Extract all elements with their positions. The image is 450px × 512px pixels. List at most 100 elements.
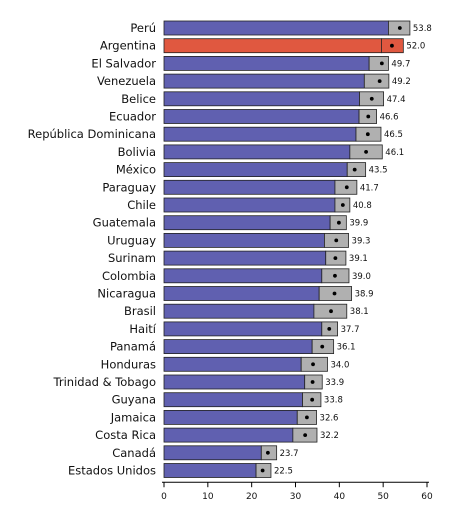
bar-7 bbox=[163, 144, 351, 160]
point-marker-0 bbox=[397, 26, 402, 30]
point-marker-3 bbox=[377, 79, 382, 83]
bar-19 bbox=[163, 356, 302, 372]
value-label-14: 39.0 bbox=[352, 272, 371, 282]
category-label-21: Guyana bbox=[112, 393, 156, 407]
bar-24 bbox=[163, 445, 262, 461]
labels-layer: Perú 53.8 Argentina 52.0 El Salvador 49.7 Vene… bbox=[28, 21, 432, 478]
category-label-19: Honduras bbox=[101, 357, 156, 371]
bar-4 bbox=[163, 91, 360, 107]
category-label-2: El Salvador bbox=[91, 56, 156, 70]
value-label-20: 33.9 bbox=[325, 378, 344, 388]
value-label-17: 37.7 bbox=[341, 325, 360, 335]
category-label-7: Bolivia bbox=[118, 145, 156, 159]
value-label-24: 23.7 bbox=[280, 449, 299, 459]
bar-14 bbox=[163, 268, 323, 284]
bars-layer bbox=[163, 20, 411, 478]
bar-1 bbox=[163, 38, 382, 54]
value-label-9: 41.7 bbox=[360, 183, 379, 193]
point-marker-8 bbox=[352, 167, 357, 172]
ci-box-3 bbox=[363, 73, 390, 89]
x-tick-label-6: 60 bbox=[421, 492, 433, 502]
value-label-5: 46.6 bbox=[380, 113, 399, 123]
value-label-13: 39.1 bbox=[349, 254, 368, 264]
value-label-0: 53.8 bbox=[413, 24, 432, 34]
bar-13 bbox=[163, 250, 327, 266]
point-marker-21 bbox=[310, 397, 315, 402]
x-tick-label-2: 20 bbox=[246, 492, 258, 502]
bar-25 bbox=[163, 463, 257, 478]
point-marker-19 bbox=[311, 362, 315, 367]
category-label-4: Belice bbox=[121, 92, 156, 106]
bar-5 bbox=[163, 109, 360, 124]
category-label-9: Paraguay bbox=[102, 180, 156, 194]
value-label-11: 39.9 bbox=[349, 219, 368, 229]
value-label-22: 32.6 bbox=[320, 413, 339, 423]
point-marker-13 bbox=[333, 256, 338, 260]
bar-11 bbox=[163, 215, 331, 231]
point-marker-12 bbox=[334, 238, 339, 243]
value-label-12: 39.3 bbox=[352, 236, 371, 246]
bar-8 bbox=[163, 162, 348, 178]
category-label-3: Venezuela bbox=[97, 74, 156, 88]
bar-22 bbox=[163, 409, 298, 425]
bar-2 bbox=[163, 56, 370, 71]
point-marker-14 bbox=[333, 273, 337, 278]
point-marker-11 bbox=[336, 220, 341, 225]
value-label-10: 40.8 bbox=[353, 201, 372, 211]
x-tick-label-0: 0 bbox=[161, 492, 167, 502]
x-axis: 0 10 20 30 40 50 60 bbox=[161, 481, 433, 502]
category-label-8: México bbox=[116, 163, 156, 177]
category-label-6: República Dominicana bbox=[28, 127, 156, 141]
bar-21 bbox=[163, 392, 303, 408]
category-label-25: Estados Unidos bbox=[68, 464, 156, 478]
x-tick-label-5: 50 bbox=[377, 492, 389, 502]
point-marker-18 bbox=[320, 344, 325, 349]
bar-17 bbox=[163, 321, 323, 337]
point-marker-25 bbox=[260, 468, 265, 473]
category-label-20: Trinidad & Tobago bbox=[53, 375, 156, 389]
category-label-15: Nicaragua bbox=[97, 287, 156, 301]
bar-18 bbox=[163, 339, 313, 355]
value-label-25: 22.5 bbox=[274, 467, 293, 477]
bar-9 bbox=[163, 179, 336, 195]
point-marker-17 bbox=[327, 327, 332, 331]
category-label-24: Canadá bbox=[112, 446, 156, 460]
category-label-17: Haití bbox=[129, 322, 156, 336]
value-label-6: 46.5 bbox=[384, 130, 403, 140]
value-label-7: 46.1 bbox=[385, 148, 404, 158]
category-label-1: Argentina bbox=[100, 39, 156, 53]
category-label-12: Uruguay bbox=[107, 233, 156, 247]
bar-15 bbox=[163, 286, 320, 301]
category-label-5: Ecuador bbox=[109, 110, 156, 124]
category-label-22: Jamaica bbox=[110, 410, 156, 424]
category-label-18: Panamá bbox=[110, 340, 156, 354]
value-label-1: 52.0 bbox=[406, 42, 425, 52]
point-marker-2 bbox=[379, 61, 384, 66]
value-label-18: 36.1 bbox=[337, 343, 356, 353]
value-label-16: 38.1 bbox=[350, 307, 369, 317]
point-marker-5 bbox=[366, 114, 371, 119]
bar-3 bbox=[163, 73, 365, 89]
x-tick-label-1: 10 bbox=[202, 492, 214, 502]
point-marker-22 bbox=[304, 415, 309, 420]
bar-23 bbox=[163, 427, 294, 443]
category-label-23: Costa Rica bbox=[95, 428, 156, 442]
value-label-23: 32.2 bbox=[320, 431, 339, 441]
category-label-14: Colombia bbox=[102, 269, 156, 283]
ci-box-2 bbox=[368, 56, 389, 71]
value-label-15: 38.9 bbox=[355, 290, 374, 300]
category-label-0: Perú bbox=[130, 21, 156, 35]
point-marker-23 bbox=[303, 433, 308, 437]
point-marker-4 bbox=[369, 96, 374, 101]
value-label-3: 49.2 bbox=[392, 77, 411, 87]
point-marker-1 bbox=[390, 43, 394, 48]
bar-12 bbox=[163, 232, 325, 248]
point-marker-7 bbox=[364, 150, 368, 154]
bar-10 bbox=[163, 197, 336, 213]
value-label-2: 49.7 bbox=[391, 59, 410, 69]
category-label-16: Brasil bbox=[124, 304, 156, 318]
category-label-11: Guatemala bbox=[93, 216, 156, 230]
point-marker-15 bbox=[332, 291, 337, 296]
bar-20 bbox=[163, 374, 306, 390]
